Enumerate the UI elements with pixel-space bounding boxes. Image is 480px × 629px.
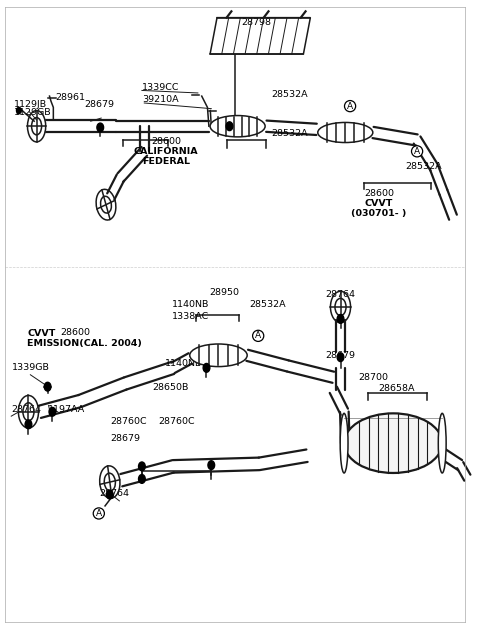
Text: 28679: 28679	[325, 351, 356, 360]
Text: 1339CC: 1339CC	[142, 82, 180, 92]
Text: 28764: 28764	[11, 404, 41, 414]
Ellipse shape	[340, 413, 348, 473]
Text: 1197AA: 1197AA	[48, 404, 85, 414]
Ellipse shape	[344, 413, 442, 473]
Circle shape	[203, 364, 210, 372]
Text: 28600: 28600	[60, 328, 90, 337]
Text: 28679: 28679	[84, 100, 114, 109]
Text: 28532A: 28532A	[250, 301, 286, 309]
Text: 28760C: 28760C	[111, 417, 147, 426]
Circle shape	[44, 382, 51, 391]
Circle shape	[208, 460, 215, 469]
Circle shape	[139, 474, 145, 483]
Text: 28650B: 28650B	[153, 383, 189, 392]
Text: 28798: 28798	[242, 18, 272, 27]
Text: CALIFORNIA: CALIFORNIA	[133, 147, 198, 157]
Circle shape	[25, 420, 32, 429]
Circle shape	[226, 122, 233, 131]
Text: 1129GB: 1129GB	[14, 108, 52, 118]
Circle shape	[107, 490, 113, 499]
Text: 1339GB: 1339GB	[12, 363, 49, 372]
Text: 28600: 28600	[151, 137, 181, 147]
Text: 1140NB: 1140NB	[165, 359, 202, 368]
Text: 1338AC: 1338AC	[172, 312, 209, 321]
Text: 28679: 28679	[110, 434, 140, 443]
Text: 28658A: 28658A	[379, 384, 415, 393]
Text: 28961: 28961	[55, 93, 85, 103]
Text: CVVT: CVVT	[365, 199, 393, 208]
Polygon shape	[210, 18, 311, 54]
Text: 28700: 28700	[358, 372, 388, 382]
Text: 28532A: 28532A	[271, 90, 308, 99]
Ellipse shape	[210, 116, 265, 137]
Ellipse shape	[438, 413, 446, 473]
Text: 1140NB: 1140NB	[172, 301, 209, 309]
Text: FEDERAL: FEDERAL	[142, 157, 190, 167]
Text: 28760C: 28760C	[158, 417, 195, 426]
Text: A: A	[347, 102, 353, 111]
Circle shape	[16, 108, 21, 114]
Text: 28950: 28950	[210, 288, 240, 297]
Text: CVVT: CVVT	[27, 330, 55, 338]
Text: A: A	[255, 331, 261, 340]
Ellipse shape	[318, 123, 373, 143]
Text: 28532A: 28532A	[405, 162, 442, 172]
Text: 1129JB: 1129JB	[14, 99, 47, 109]
Text: 28764: 28764	[100, 489, 130, 498]
Text: A: A	[414, 147, 420, 156]
Circle shape	[97, 123, 104, 132]
Text: (030701- ): (030701- )	[351, 209, 407, 218]
Text: 39210A: 39210A	[142, 95, 179, 104]
Circle shape	[139, 462, 145, 470]
Ellipse shape	[190, 344, 247, 367]
Circle shape	[49, 408, 56, 416]
Circle shape	[337, 314, 344, 323]
Text: 28532A: 28532A	[271, 128, 308, 138]
Text: 28600: 28600	[364, 189, 394, 198]
Text: EMISSION(CAL. 2004): EMISSION(CAL. 2004)	[27, 339, 142, 348]
Text: A: A	[96, 509, 102, 518]
Text: 28764: 28764	[325, 290, 356, 299]
Circle shape	[337, 353, 344, 362]
